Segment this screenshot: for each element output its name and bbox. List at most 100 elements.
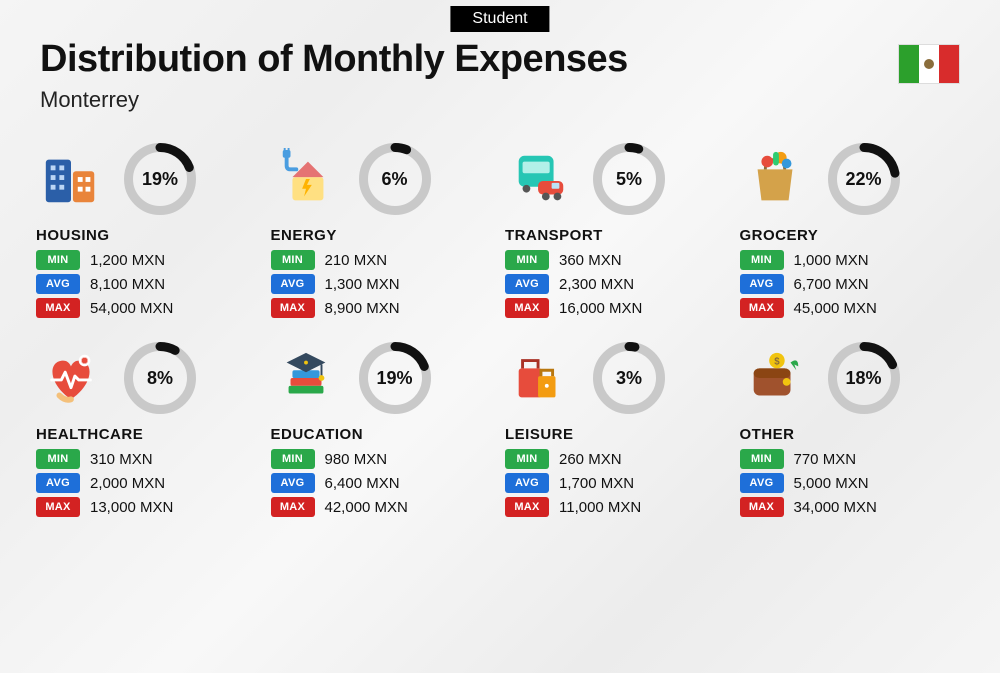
category-name: HEALTHCARE	[36, 426, 261, 443]
min-value: 210 MXN	[325, 252, 388, 269]
stat-min: MIN 210 MXN	[271, 250, 496, 270]
category-card: $ 18% OTHER MIN 770 MXN AVG 5,000 MXN MA…	[740, 340, 965, 521]
stat-avg: AVG 2,000 MXN	[36, 473, 261, 493]
stat-avg: AVG 6,400 MXN	[271, 473, 496, 493]
stat-max: MAX 11,000 MXN	[505, 497, 730, 517]
category-name: OTHER	[740, 426, 965, 443]
min-value: 260 MXN	[559, 451, 622, 468]
stat-avg: AVG 5,000 MXN	[740, 473, 965, 493]
stat-avg: AVG 2,300 MXN	[505, 274, 730, 294]
max-tag: MAX	[505, 497, 549, 517]
max-value: 8,900 MXN	[325, 300, 400, 317]
category-grid: 19% HOUSING MIN 1,200 MXN AVG 8,100 MXN …	[0, 113, 1000, 521]
max-tag: MAX	[505, 298, 549, 318]
title-block: Distribution of Monthly Expenses Monterr…	[40, 38, 628, 113]
stat-avg: AVG 8,100 MXN	[36, 274, 261, 294]
max-tag: MAX	[271, 298, 315, 318]
avg-tag: AVG	[740, 473, 784, 493]
min-tag: MIN	[36, 449, 80, 469]
percent-donut: 22%	[828, 143, 900, 215]
avg-value: 6,400 MXN	[325, 475, 400, 492]
category-card: 6% ENERGY MIN 210 MXN AVG 1,300 MXN MAX …	[271, 141, 496, 322]
category-name: EDUCATION	[271, 426, 496, 443]
min-tag: MIN	[505, 250, 549, 270]
stat-min: MIN 360 MXN	[505, 250, 730, 270]
stat-max: MAX 34,000 MXN	[740, 497, 965, 517]
avg-value: 5,000 MXN	[794, 475, 869, 492]
avg-tag: AVG	[505, 274, 549, 294]
avg-tag: AVG	[36, 473, 80, 493]
percent-label: 5%	[593, 143, 665, 215]
category-card: 19% EDUCATION MIN 980 MXN AVG 6,400 MXN …	[271, 340, 496, 521]
min-value: 360 MXN	[559, 252, 622, 269]
stat-max: MAX 45,000 MXN	[740, 298, 965, 318]
svg-text:$: $	[774, 356, 780, 367]
max-value: 45,000 MXN	[794, 300, 877, 317]
percent-donut: 3%	[593, 342, 665, 414]
stat-max: MAX 42,000 MXN	[271, 497, 496, 517]
max-tag: MAX	[271, 497, 315, 517]
avg-value: 8,100 MXN	[90, 276, 165, 293]
category-card: 22% GROCERY MIN 1,000 MXN AVG 6,700 MXN …	[740, 141, 965, 322]
percent-label: 8%	[124, 342, 196, 414]
avg-value: 2,300 MXN	[559, 276, 634, 293]
percent-label: 19%	[359, 342, 431, 414]
max-value: 16,000 MXN	[559, 300, 642, 317]
min-tag: MIN	[505, 449, 549, 469]
mexico-flag-icon	[898, 44, 960, 84]
percent-label: 6%	[359, 143, 431, 215]
student-badge: Student	[450, 6, 549, 32]
energy-icon	[271, 144, 341, 214]
percent-donut: 8%	[124, 342, 196, 414]
category-card: 19% HOUSING MIN 1,200 MXN AVG 8,100 MXN …	[36, 141, 261, 322]
min-tag: MIN	[271, 250, 315, 270]
stat-min: MIN 1,200 MXN	[36, 250, 261, 270]
min-value: 310 MXN	[90, 451, 153, 468]
category-card: 5% TRANSPORT MIN 360 MXN AVG 2,300 MXN M…	[505, 141, 730, 322]
percent-donut: 18%	[828, 342, 900, 414]
max-value: 42,000 MXN	[325, 499, 408, 516]
max-tag: MAX	[740, 298, 784, 318]
min-tag: MIN	[740, 250, 784, 270]
avg-value: 2,000 MXN	[90, 475, 165, 492]
category-card: 8% HEALTHCARE MIN 310 MXN AVG 2,000 MXN …	[36, 340, 261, 521]
avg-tag: AVG	[36, 274, 80, 294]
percent-donut: 19%	[124, 143, 196, 215]
min-tag: MIN	[740, 449, 784, 469]
category-name: ENERGY	[271, 227, 496, 244]
housing-icon	[36, 144, 106, 214]
min-value: 1,200 MXN	[90, 252, 165, 269]
max-value: 34,000 MXN	[794, 499, 877, 516]
max-value: 11,000 MXN	[559, 499, 641, 516]
percent-donut: 6%	[359, 143, 431, 215]
min-tag: MIN	[36, 250, 80, 270]
min-value: 1,000 MXN	[794, 252, 869, 269]
category-name: HOUSING	[36, 227, 261, 244]
min-value: 980 MXN	[325, 451, 388, 468]
category-name: TRANSPORT	[505, 227, 730, 244]
max-value: 54,000 MXN	[90, 300, 173, 317]
grocery-icon	[740, 144, 810, 214]
page-title: Distribution of Monthly Expenses	[40, 38, 628, 81]
stat-min: MIN 310 MXN	[36, 449, 261, 469]
stat-max: MAX 8,900 MXN	[271, 298, 496, 318]
min-tag: MIN	[271, 449, 315, 469]
category-name: GROCERY	[740, 227, 965, 244]
percent-label: 22%	[828, 143, 900, 215]
avg-tag: AVG	[271, 274, 315, 294]
max-value: 13,000 MXN	[90, 499, 173, 516]
leisure-icon	[505, 343, 575, 413]
stat-min: MIN 260 MXN	[505, 449, 730, 469]
max-tag: MAX	[740, 497, 784, 517]
transport-icon	[505, 144, 575, 214]
stat-max: MAX 13,000 MXN	[36, 497, 261, 517]
avg-tag: AVG	[740, 274, 784, 294]
avg-tag: AVG	[271, 473, 315, 493]
stat-avg: AVG 6,700 MXN	[740, 274, 965, 294]
percent-donut: 19%	[359, 342, 431, 414]
percent-donut: 5%	[593, 143, 665, 215]
stat-min: MIN 1,000 MXN	[740, 250, 965, 270]
page-subtitle: Monterrey	[40, 87, 628, 113]
avg-value: 6,700 MXN	[794, 276, 869, 293]
stat-max: MAX 16,000 MXN	[505, 298, 730, 318]
